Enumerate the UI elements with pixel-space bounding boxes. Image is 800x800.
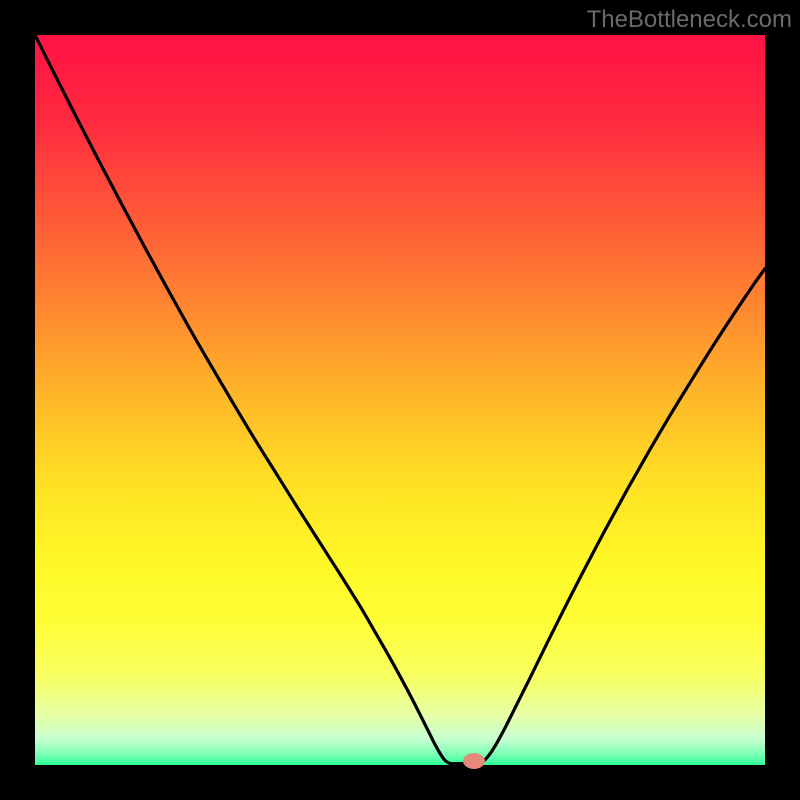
optimum-marker-dot <box>463 753 485 769</box>
chart-container: TheBottleneck.com <box>0 0 800 800</box>
bottleneck-curve-svg <box>35 35 765 765</box>
watermark-text: TheBottleneck.com <box>587 6 792 34</box>
bottleneck-curve-path <box>35 35 765 764</box>
